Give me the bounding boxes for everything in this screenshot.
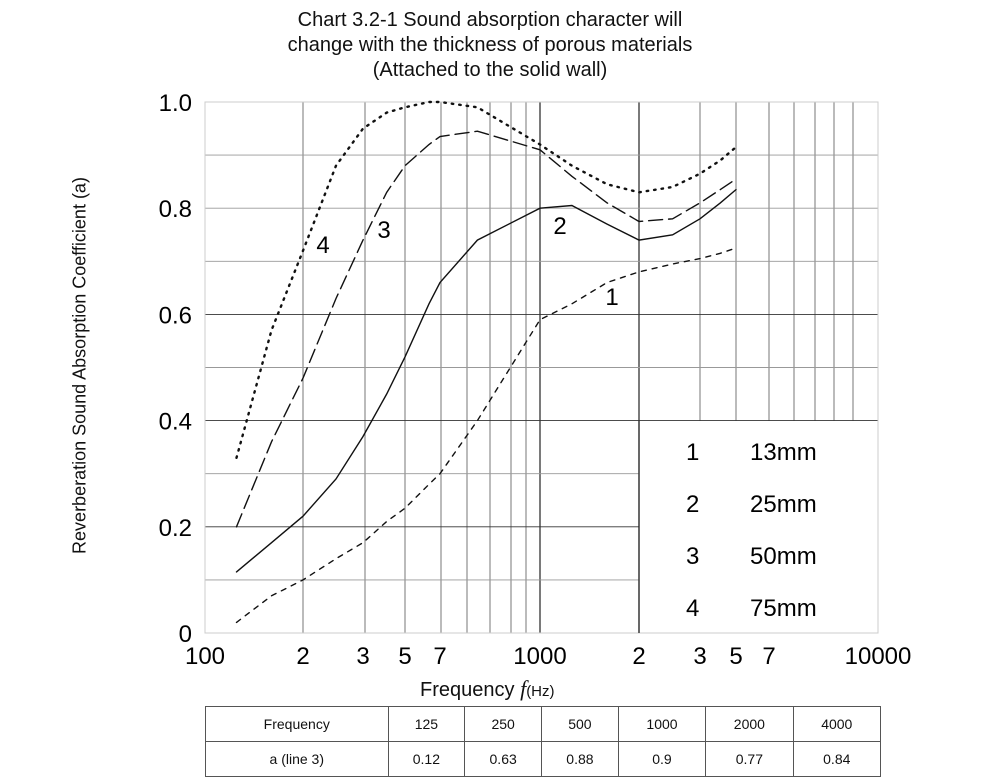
y-tick-label: 1.0	[159, 90, 192, 117]
series-line-4	[235, 100, 738, 459]
y-tick-label: 0.4	[159, 409, 192, 436]
x-tick-label: 2	[632, 643, 645, 670]
legend-label: 50mm	[750, 543, 817, 570]
table-cell: 0.88	[541, 741, 619, 777]
chart-title: Chart 3.2-1 Sound absorption character w…	[200, 8, 780, 83]
table-cell: 250	[464, 706, 543, 742]
table-cell: 0.9	[617, 741, 707, 777]
table-cell: 0.84	[792, 741, 882, 777]
x-axis-unit: (Hz)	[526, 683, 555, 700]
legend-number: 3	[686, 543, 699, 570]
x-tick-label: 10000	[845, 643, 912, 670]
x-tick-label: 5	[729, 643, 742, 670]
legend-label: 13mm	[750, 439, 817, 466]
y-axis-label: Reverberation Sound Absorption Coefficie…	[69, 177, 90, 554]
curve-label-2: 2	[553, 213, 566, 240]
x-tick-label: 2	[296, 643, 309, 670]
x-tick-label: 3	[693, 643, 706, 670]
x-tick-label: 5	[398, 643, 411, 670]
x-tick-label: 7	[762, 643, 775, 670]
x-tick-label: 7	[433, 643, 446, 670]
table-cell: a (line 3)	[205, 741, 389, 777]
x-tick-label: 100	[185, 643, 225, 670]
y-tick-label: 0.6	[159, 302, 192, 329]
legend-number: 2	[686, 491, 699, 518]
legend-label: 75mm	[750, 595, 817, 622]
table-cell: 125	[387, 706, 466, 742]
x-axis-label-text: Frequency	[420, 679, 515, 701]
title-line-1: Chart 3.2-1 Sound absorption character w…	[297, 9, 683, 31]
x-tick-label: 3	[356, 643, 369, 670]
y-tick-label: 0	[179, 621, 192, 648]
legend-label: 25mm	[750, 491, 817, 518]
curve-label-3: 3	[377, 217, 390, 244]
legend-number: 1	[686, 439, 699, 466]
x-axis-label: Frequency f(Hz)	[420, 676, 555, 702]
table-header-row: Frequency 125 250 500 1000 2000 4000	[205, 706, 882, 742]
series-line-2	[235, 188, 737, 573]
x-tick-label: 1000	[513, 643, 566, 670]
curve-label-4: 4	[316, 232, 329, 259]
y-tick-label: 0.8	[159, 196, 192, 223]
series-line-3	[235, 130, 737, 528]
curve-label-1: 1	[605, 284, 618, 311]
table-cell: 2000	[705, 706, 794, 742]
table-cell: 0.63	[464, 741, 543, 777]
title-line-3: (Attached to the solid wall)	[372, 59, 608, 81]
data-table: Frequency 125 250 500 1000 2000 4000 a (line 3…	[205, 706, 882, 777]
title-line-2: change with the thickness of porous mate…	[287, 34, 693, 56]
legend-number: 4	[686, 595, 699, 622]
plot-frame	[204, 101, 879, 634]
y-tick-label: 0.2	[159, 515, 192, 542]
series-line-1	[235, 247, 737, 624]
table-cell: 0.77	[705, 741, 794, 777]
table-cell: 0.12	[387, 741, 466, 777]
table-cell: Frequency	[205, 706, 389, 742]
table-row: a (line 3) 0.12 0.63 0.88 0.9 0.77 0.84	[205, 741, 882, 777]
table-cell: 500	[541, 706, 619, 742]
table-cell: 1000	[617, 706, 707, 742]
table-cell: 4000	[792, 706, 882, 742]
x-axis-symbol: f	[520, 676, 527, 701]
